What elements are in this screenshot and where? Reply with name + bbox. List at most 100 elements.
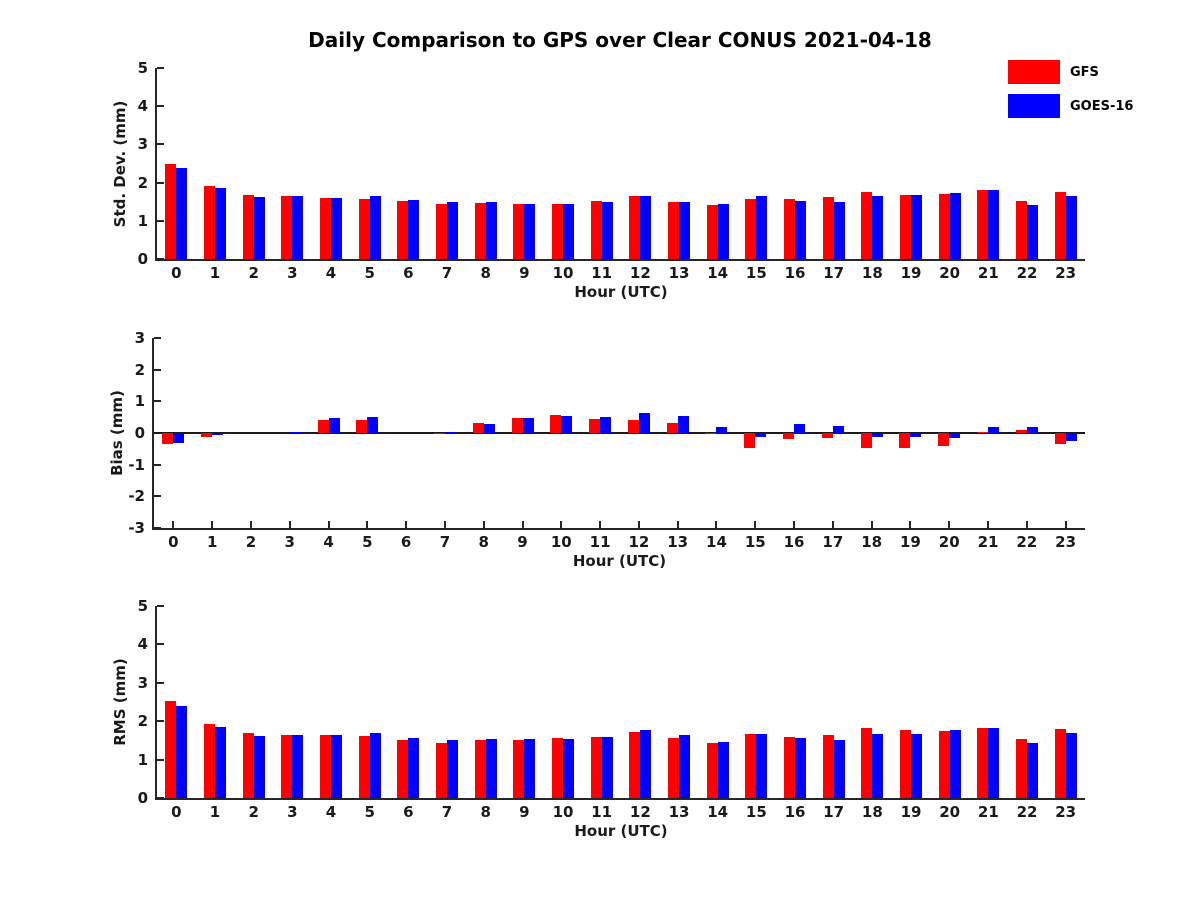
bar-gfs: [281, 195, 293, 259]
x-tick-label: 23: [1055, 533, 1077, 551]
x-tick-label: 11: [589, 533, 611, 551]
y-tick-mark: [154, 368, 161, 371]
bar-gfs: [1016, 738, 1027, 798]
y-tick-mark: [157, 797, 164, 799]
gfs-color-swatch: [1008, 60, 1060, 84]
bar-goes-16: [872, 733, 884, 798]
y-tick-label: 2: [137, 173, 148, 192]
bar-gfs: [783, 433, 795, 440]
bar-gfs: [745, 199, 757, 259]
x-tick-label: 20: [939, 264, 961, 282]
x-tick-label: 6: [403, 264, 414, 282]
x-tick-label: 1: [209, 803, 221, 821]
bar-goes-16: [292, 734, 304, 798]
x-tick-label: 15: [745, 803, 767, 821]
bar-goes-16: [988, 427, 1000, 433]
bar-goes-16: [640, 195, 652, 259]
x-tick-label: 19: [900, 803, 922, 821]
y-tick-label: 2: [137, 712, 148, 731]
bar-goes-16: [563, 739, 574, 798]
bar-goes-16: [176, 168, 188, 259]
x-tick-label: 3: [287, 803, 298, 821]
bar-goes-16: [369, 195, 381, 259]
bar-goes-16: [1065, 195, 1077, 259]
x-tick-label: 19: [900, 533, 921, 551]
bar-goes-16: [911, 195, 922, 259]
bar-goes-16: [1027, 742, 1038, 798]
bar-goes-16: [911, 733, 922, 798]
x-tick-label: 14: [707, 803, 729, 821]
legend-label-goes16: GOES-16: [1070, 98, 1134, 114]
bar-gfs: [204, 185, 215, 259]
x-tick-label: 22: [1016, 264, 1038, 282]
bar-goes-16: [833, 201, 845, 259]
x-tick-label: 0: [171, 803, 182, 821]
bar-goes-16: [949, 192, 961, 259]
x-tick-mark: [405, 521, 408, 528]
y-tick-mark: [157, 105, 164, 108]
y-tick-mark: [154, 463, 161, 466]
bar-gfs: [1016, 200, 1027, 259]
bar-goes-16: [447, 201, 458, 259]
bar-gfs: [666, 422, 678, 433]
y-tick-mark: [157, 720, 164, 723]
bar-goes-16: [212, 433, 224, 435]
bar-goes-16: [444, 432, 456, 434]
x-tick-mark: [754, 521, 757, 528]
bar-goes-16: [794, 423, 806, 433]
bar-gfs: [552, 203, 563, 259]
bar-goes-16: [485, 201, 497, 259]
x-tick-label: 9: [519, 264, 530, 282]
y-tick-label: 1: [137, 211, 148, 230]
bar-gfs: [590, 736, 602, 798]
bar-goes-16: [173, 433, 185, 443]
bar-goes-16: [716, 426, 728, 433]
bar-gfs: [513, 739, 525, 798]
x-tick-label: 11: [591, 264, 613, 282]
bar-goes-16: [871, 433, 883, 437]
bar-goes-16: [215, 726, 226, 798]
bar-goes-16: [367, 417, 379, 433]
zero-axis-line: [154, 432, 1085, 434]
y-tick-mark: [157, 758, 164, 761]
bar-goes-16: [910, 433, 922, 438]
x-tick-label: 0: [168, 533, 179, 551]
x-tick-label: 16: [784, 264, 806, 282]
bar-gfs: [320, 197, 331, 259]
x-tick-label: 3: [287, 264, 298, 282]
rms-x-axis-label: Hour (UTC): [574, 822, 668, 840]
y-tick-mark: [157, 219, 164, 222]
bar-gfs: [165, 700, 177, 798]
bar-goes-16: [832, 426, 844, 433]
x-tick-label: 22: [1016, 533, 1038, 551]
x-tick-label: 7: [441, 803, 453, 821]
x-tick-label: 9: [519, 803, 530, 821]
bias-x-axis-label: Hour (UTC): [572, 552, 667, 570]
legend-item-goes16: GOES-16: [1008, 94, 1133, 118]
x-tick-label: 16: [784, 803, 806, 821]
bar-goes-16: [253, 735, 265, 798]
x-tick-label: 6: [400, 533, 412, 551]
bar-goes-16: [522, 418, 534, 433]
bar-gfs: [706, 742, 718, 798]
x-tick-label: 7: [439, 533, 451, 551]
bar-gfs: [397, 739, 409, 798]
x-tick-label: 4: [325, 803, 337, 821]
bar-goes-16: [408, 738, 420, 798]
bar-gfs: [242, 195, 254, 259]
bar-gfs: [358, 199, 370, 259]
x-tick-mark: [1064, 521, 1067, 528]
y-tick-mark: [154, 337, 161, 339]
x-tick-label: 2: [245, 533, 257, 551]
x-tick-label: 12: [629, 803, 651, 821]
x-tick-label: 10: [552, 803, 574, 821]
rms-y-axis-label: RMS (mm): [111, 658, 129, 746]
x-tick-label: 8: [480, 264, 491, 282]
x-tick-mark: [443, 521, 446, 528]
x-tick-label: 18: [861, 803, 883, 821]
x-tick-mark: [482, 521, 485, 528]
y-tick-mark: [157, 67, 164, 69]
bar-gfs: [165, 163, 177, 259]
x-tick-label: 7: [441, 264, 453, 282]
bar-gfs: [436, 203, 447, 259]
